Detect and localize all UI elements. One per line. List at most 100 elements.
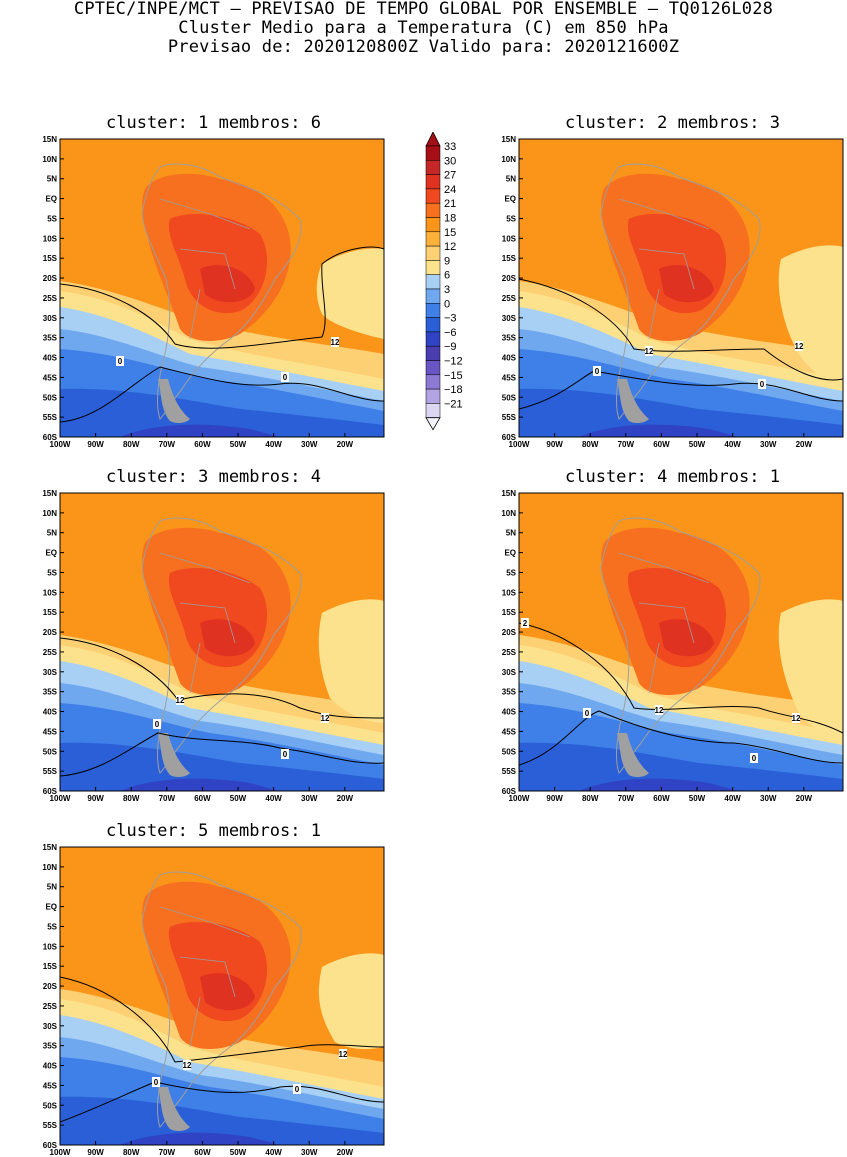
lat-tick-label: 15S xyxy=(502,254,517,263)
lon-tick-label: 40W xyxy=(724,794,741,803)
lat-tick-label: 40S xyxy=(502,708,517,717)
lon-tick-label: 100W xyxy=(50,440,71,449)
colorbar-swatch xyxy=(425,331,441,347)
lat-tick-label: 15S xyxy=(43,962,58,971)
colorbar-level-label: 33 xyxy=(444,141,456,153)
lat-tick-label: 30S xyxy=(43,314,58,323)
lon-tick-label: 60W xyxy=(194,794,211,803)
colorbar-level-label: 9 xyxy=(444,255,450,267)
lat-tick-label: 25S xyxy=(502,648,517,657)
colorbar-swatch xyxy=(425,245,441,261)
svg-text:12: 12 xyxy=(795,342,804,351)
lat-tick-label: 55S xyxy=(502,413,517,422)
lat-tick-label: 55S xyxy=(502,767,517,776)
colorbar-level-label: 6 xyxy=(444,270,450,282)
lat-tick-label: 55S xyxy=(43,1121,58,1130)
lat-tick-label: 40S xyxy=(43,708,58,717)
lat-tick-label: 10S xyxy=(502,588,517,597)
lat-tick-label: 5S xyxy=(47,214,57,223)
lat-tick-label: 15N xyxy=(501,135,516,144)
svg-text:0: 0 xyxy=(295,1085,300,1094)
lon-tick-label: 20W xyxy=(337,440,354,449)
contour-label: 0 xyxy=(152,1077,160,1087)
colorbar-level-label: −15 xyxy=(444,370,463,382)
contour-label: 12 xyxy=(321,713,330,723)
lat-tick-label: 35S xyxy=(43,688,58,697)
temperature-map-cluster-5: 0 12 12 0 15N 10N 5N EQ 5S 10S 15S 20S 25S 30S 35S 40S 4… xyxy=(42,843,385,1157)
colorbar-level-label: −6 xyxy=(444,327,457,339)
lat-tick-label: 35S xyxy=(502,334,517,343)
svg-text:2: 2 xyxy=(523,619,528,628)
lat-tick-label: 40S xyxy=(43,1062,58,1071)
lon-tick-label: 20W xyxy=(337,794,354,803)
lat-tick-label: 35S xyxy=(43,1042,58,1051)
header-variable-line: Cluster Medio para a Temperatura (C) em … xyxy=(178,18,669,38)
svg-text:0: 0 xyxy=(752,754,757,763)
lon-tick-label: 20W xyxy=(796,440,813,449)
svg-text:12: 12 xyxy=(655,706,664,715)
lon-tick-label: 50W xyxy=(689,440,706,449)
temperature-map-cluster-2: 12 0 0 12 15N 10N 5N EQ 5S 10S 15S 20S 25S 30S 35S 40S 4… xyxy=(501,135,844,449)
colorbar-swatch xyxy=(425,317,441,333)
contour-label: 0 xyxy=(116,356,124,366)
svg-text:0: 0 xyxy=(585,709,590,718)
svg-text:12: 12 xyxy=(321,714,330,723)
colorbar-swatch xyxy=(425,145,441,161)
colorbar-swatch xyxy=(425,188,441,204)
contour-label: 12 xyxy=(176,695,185,705)
svg-text:12: 12 xyxy=(331,338,340,347)
lat-tick-label: 15N xyxy=(501,489,516,498)
colorbar-level-label: 3 xyxy=(444,284,450,296)
lat-tick-label: EQ xyxy=(504,195,516,204)
lat-tick-label: 20S xyxy=(502,628,517,637)
lon-tick-label: 100W xyxy=(50,794,71,803)
lon-tick-label: 20W xyxy=(337,1148,354,1157)
lon-tick-label: 80W xyxy=(123,794,140,803)
svg-text:0: 0 xyxy=(118,357,123,366)
lat-tick-label: 10N xyxy=(501,155,516,164)
lat-tick-label: 35S xyxy=(43,334,58,343)
lat-tick-label: 30S xyxy=(43,668,58,677)
panel-2-title: cluster: 2 membros: 3 xyxy=(565,113,780,133)
lat-tick-label: 15S xyxy=(43,254,58,263)
lat-tick-label: 10N xyxy=(501,509,516,518)
lat-tick-label: 55S xyxy=(43,413,58,422)
lat-tick-label: 45S xyxy=(43,727,58,736)
colorbar-swatch xyxy=(425,160,441,175)
lat-tick-label: 50S xyxy=(502,393,517,402)
figure-header: CPTEC/INPE/MCT – PREVISAO DE TEMPO GLOBA… xyxy=(0,0,847,57)
lon-tick-label: 90W xyxy=(87,440,104,449)
lon-tick-label: 80W xyxy=(123,1148,140,1157)
lon-tick-label: 40W xyxy=(265,1148,282,1157)
lat-tick-label: 45S xyxy=(43,373,58,382)
colorbar-level-label: 24 xyxy=(444,184,456,196)
lon-tick-label: 40W xyxy=(265,794,282,803)
colorbar-swatch xyxy=(425,174,441,190)
lon-tick-label: 50W xyxy=(230,1148,247,1157)
lat-tick-label: 20S xyxy=(43,628,58,637)
contour-label: 0 xyxy=(750,753,758,763)
contour-label: 0 xyxy=(593,366,601,376)
lon-tick-label: 20W xyxy=(796,794,813,803)
lon-tick-label: 60W xyxy=(653,440,670,449)
lat-tick-label: 15S xyxy=(43,608,58,617)
lat-tick-label: 10N xyxy=(42,863,57,872)
lon-tick-label: 70W xyxy=(159,1148,176,1157)
lat-tick-label: 60S xyxy=(43,1141,58,1150)
lat-tick-label: 10N xyxy=(42,509,57,518)
svg-text:0: 0 xyxy=(154,1078,159,1087)
lon-tick-label: 30W xyxy=(301,794,318,803)
svg-text:0: 0 xyxy=(760,380,765,389)
colorbar-level-label: 12 xyxy=(444,241,456,253)
lat-tick-label: 25S xyxy=(43,1002,58,1011)
colorbar-level-label: 18 xyxy=(444,213,456,225)
lat-tick-label: 5S xyxy=(506,568,516,577)
lon-tick-label: 100W xyxy=(509,440,530,449)
panel-5-title: cluster: 5 membros: 1 xyxy=(106,821,321,841)
colorbar-level-label: 30 xyxy=(444,155,456,167)
colorbar-level-label: −18 xyxy=(444,384,463,396)
lon-tick-label: 90W xyxy=(87,794,104,803)
colorbar-swatch xyxy=(425,303,441,318)
colorbar-swatch xyxy=(425,274,441,290)
contour-label: 12 xyxy=(655,705,664,715)
